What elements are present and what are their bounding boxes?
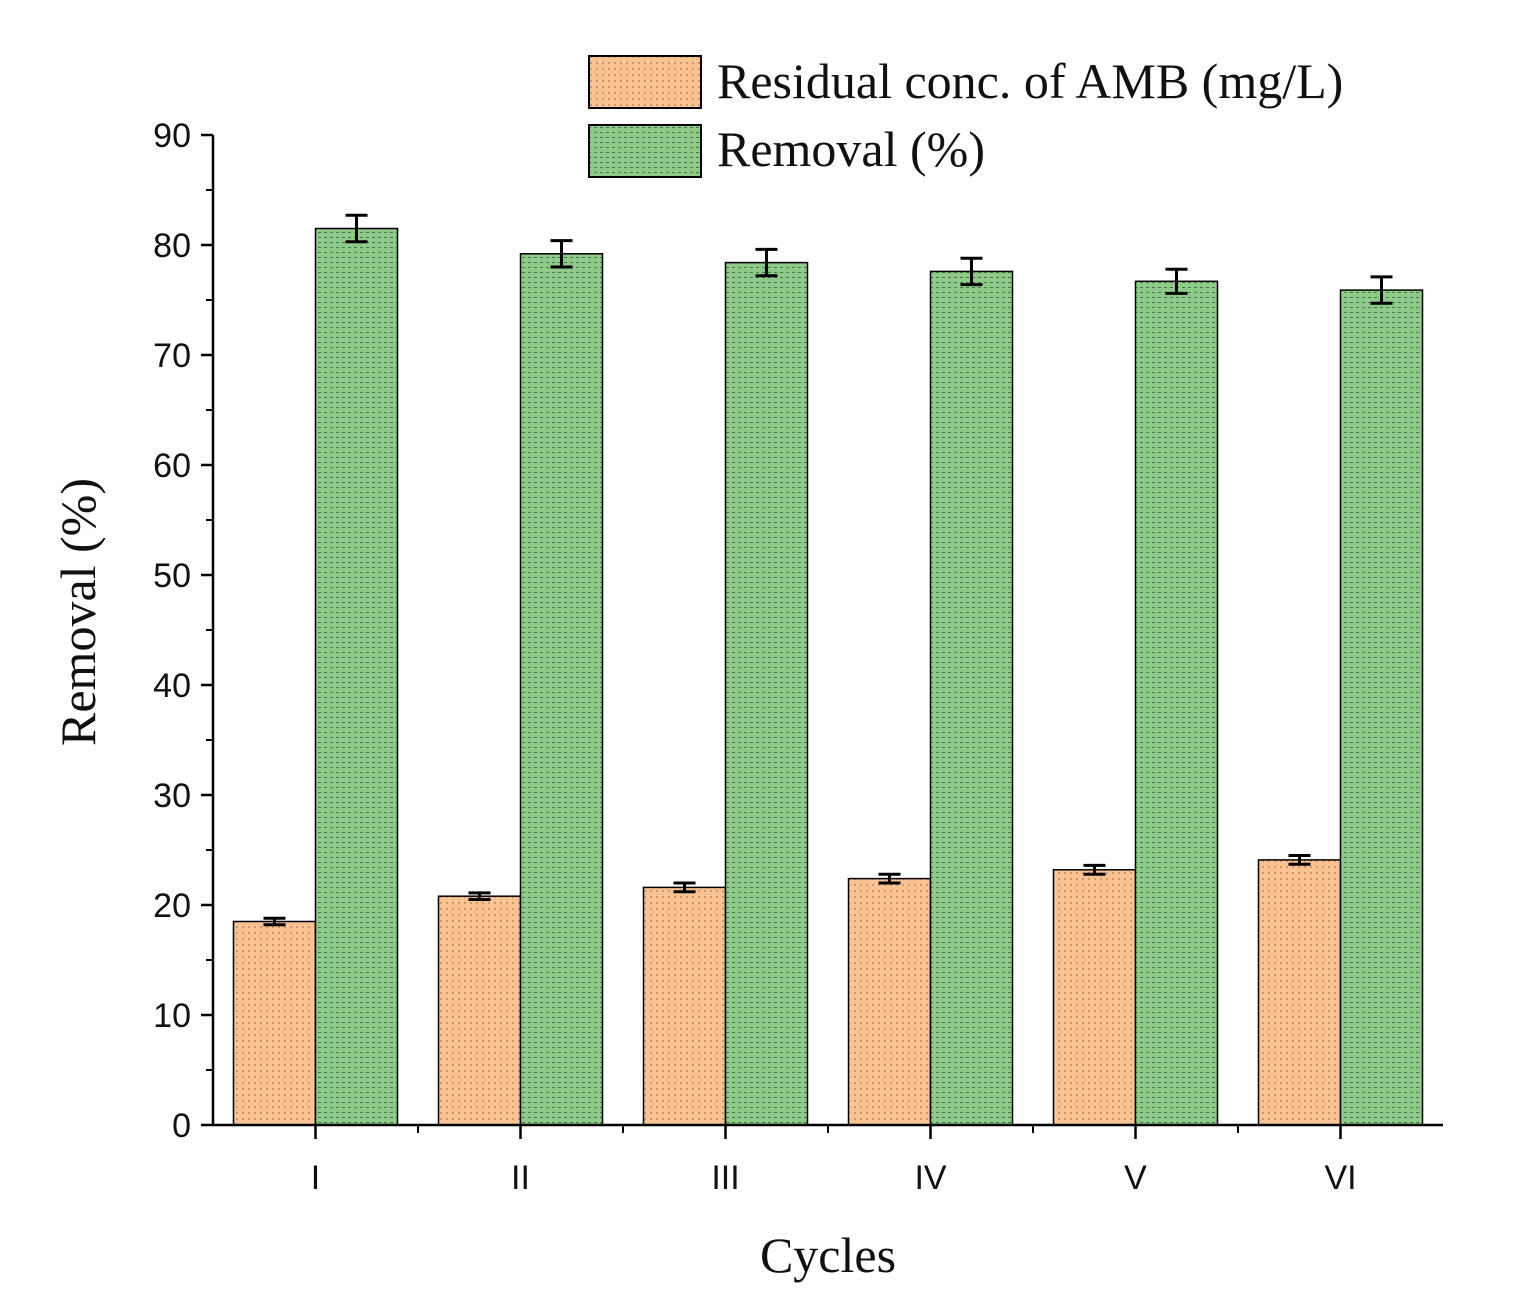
y-tick-label: 30 — [153, 777, 191, 815]
x-tick-label: IV — [914, 1159, 946, 1197]
x-tick-label: I — [311, 1159, 320, 1197]
bar-residual-VI — [1257, 859, 1342, 1126]
bar-residual-II — [437, 895, 522, 1126]
y-tick-label: 90 — [153, 117, 191, 155]
bar-residual-V — [1052, 869, 1137, 1126]
x-tick-label: II — [511, 1159, 530, 1197]
x-tick-label: VI — [1324, 1159, 1356, 1197]
y-tick-label: 40 — [153, 667, 191, 705]
legend-swatch-residual — [588, 55, 702, 109]
bar-residual-III — [642, 886, 727, 1126]
x-ticks: I II III IV V VI — [311, 1125, 1357, 1197]
bar-removal-III — [724, 261, 809, 1126]
bar-residual-I — [232, 920, 317, 1126]
bar-removal-I — [314, 227, 399, 1126]
legend-label-residual: Residual conc. of AMB (mg/L) — [717, 53, 1343, 109]
y-tick-label: 20 — [153, 887, 191, 925]
x-tick-label: V — [1124, 1159, 1147, 1197]
error-bars-layer — [263, 213, 1393, 927]
x-tick-label: III — [711, 1159, 739, 1197]
bars-layer — [232, 227, 1424, 1126]
y-tick-label: 60 — [153, 447, 191, 485]
y-axis-title: Removal (%) — [50, 478, 106, 746]
y-tick-label: 50 — [153, 557, 191, 595]
bar-removal-VI — [1339, 289, 1424, 1126]
y-tick-label: 10 — [153, 997, 191, 1035]
x-axis-title: Cycles — [760, 1227, 896, 1283]
y-tick-label: 80 — [153, 227, 191, 265]
legend-swatch-removal — [588, 124, 702, 178]
legend-label-removal: Removal (%) — [717, 121, 985, 177]
bar-residual-IV — [847, 877, 932, 1126]
y-tick-label: 0 — [172, 1107, 191, 1145]
bar-removal-II — [519, 253, 604, 1126]
legend: Residual conc. of AMB (mg/L) Removal (%) — [588, 53, 1343, 178]
bar-removal-IV — [929, 270, 1014, 1126]
y-ticks: 0 10 20 30 40 50 60 70 80 90 — [153, 117, 213, 1145]
bar-removal-V — [1134, 280, 1219, 1126]
y-tick-label: 70 — [153, 337, 191, 375]
